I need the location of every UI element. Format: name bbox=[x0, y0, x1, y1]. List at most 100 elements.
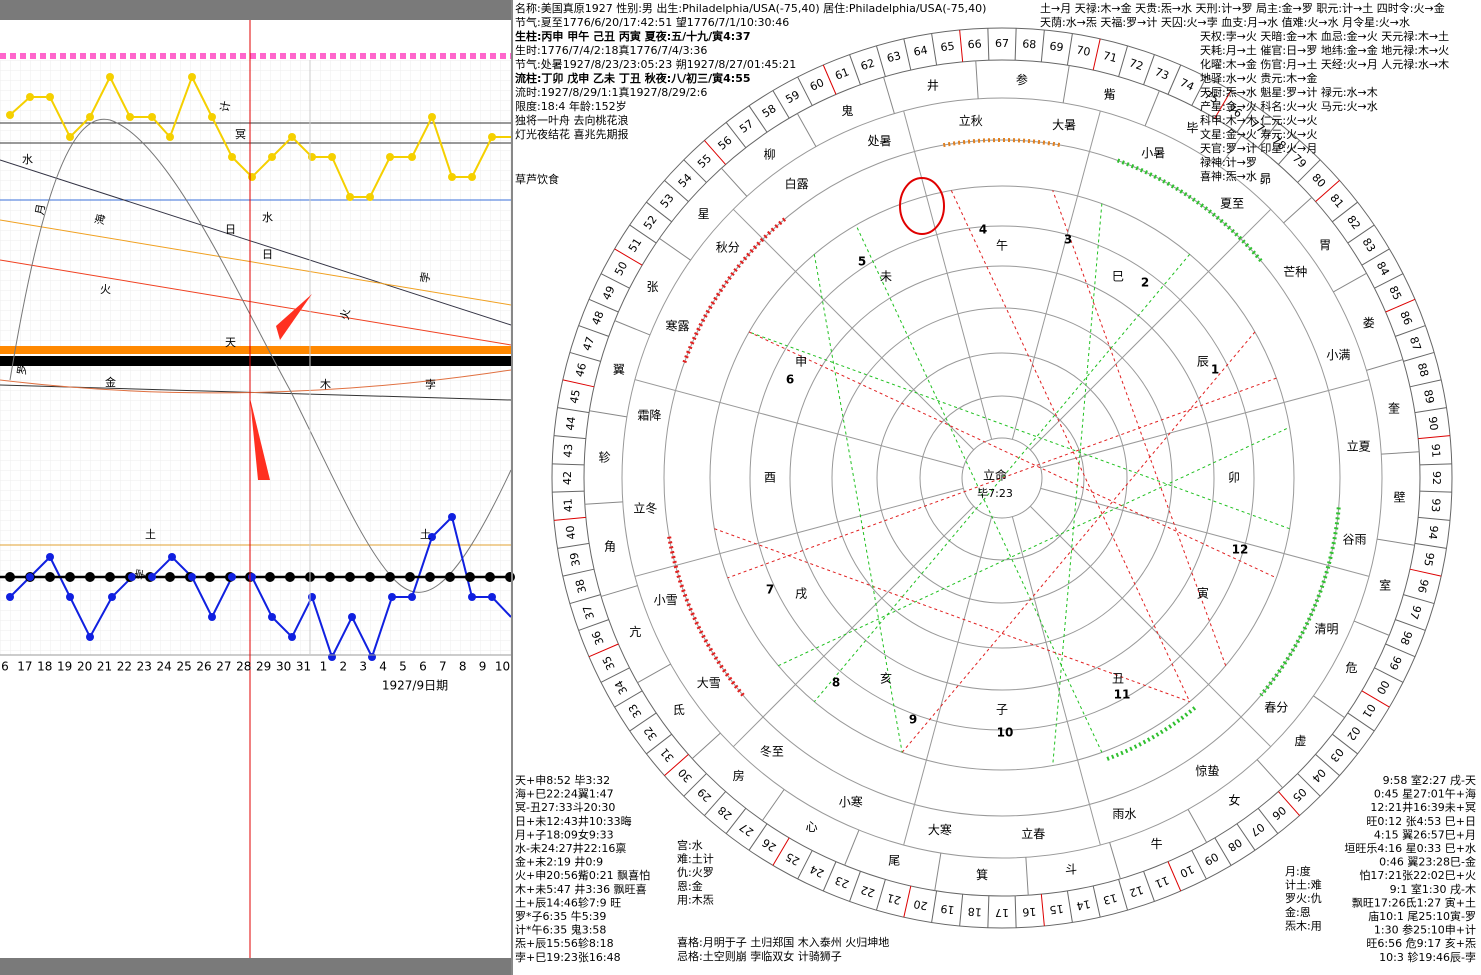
mansion-divider bbox=[637, 663, 671, 684]
ring-number: 12 bbox=[1128, 883, 1145, 900]
house-divider bbox=[903, 110, 993, 440]
planet-glyph: 火 bbox=[100, 283, 111, 296]
ring-tick bbox=[1278, 791, 1300, 816]
ring-tick bbox=[629, 712, 657, 732]
aspect-line bbox=[901, 331, 1256, 753]
yellow-dot bbox=[448, 173, 456, 181]
ring-number: 36 bbox=[589, 629, 606, 647]
header-line: 流柱:丁卯 戊申 乙未 丁丑 秋夜:八/初三/寅4:55 bbox=[515, 71, 751, 85]
header-line: 节气:处暑1927/8/23/23:05:23 朔1927/8/27/01:45… bbox=[515, 57, 796, 71]
planet-row: 4:15 翼26:57巳+月 bbox=[1374, 828, 1476, 841]
ring-tick bbox=[553, 516, 586, 521]
ring-tick bbox=[1118, 879, 1129, 911]
planet-row: 计*午6:35 鬼3:58 bbox=[515, 923, 606, 937]
dot bbox=[465, 572, 475, 582]
x-tick-label: 5 bbox=[399, 660, 407, 674]
top-right-line: 化曜:木→金 伤官:月→土 天经:火→月 人元禄:水→木 bbox=[1200, 57, 1449, 71]
dot bbox=[285, 572, 295, 582]
ring-number: 34 bbox=[612, 678, 630, 697]
yellow-dot bbox=[66, 133, 74, 141]
blue-dot bbox=[288, 633, 296, 641]
ring-tick bbox=[1257, 807, 1279, 834]
ring-number: 14 bbox=[1075, 897, 1091, 912]
ring-tick bbox=[1191, 76, 1207, 106]
ring-number: 08 bbox=[1225, 836, 1244, 854]
role-row: 恩:金 bbox=[677, 879, 703, 893]
ring bbox=[583, 59, 1421, 897]
ring-number: 93 bbox=[1429, 498, 1443, 513]
mansion: 房 bbox=[733, 768, 745, 783]
blue-dot bbox=[208, 613, 216, 621]
planet-row: 0:46 翼23:28巳-金 bbox=[1379, 855, 1476, 869]
planet-row: 庙10:1 尾25:10寅-罗 bbox=[1368, 909, 1476, 923]
ring-number: 73 bbox=[1153, 65, 1171, 82]
ring-number: 03 bbox=[1327, 745, 1346, 764]
ring-tick bbox=[875, 879, 886, 911]
mansion-divider bbox=[1109, 842, 1121, 880]
branch: 巳 bbox=[1112, 270, 1124, 284]
ring-number: 83 bbox=[1360, 236, 1378, 255]
ring-number: 46 bbox=[573, 362, 589, 379]
solar-term: 大雪 bbox=[697, 676, 721, 690]
ring-tick bbox=[1331, 733, 1358, 755]
ring-number: 64 bbox=[912, 43, 928, 58]
x-tick-label: 25 bbox=[176, 660, 191, 674]
ring-tick bbox=[1191, 850, 1207, 880]
ring-number: 61 bbox=[833, 65, 851, 82]
blue-dot bbox=[308, 593, 316, 601]
ring-number: 49 bbox=[600, 284, 618, 302]
mansion: 昴 bbox=[1259, 172, 1271, 186]
house-divider bbox=[1029, 505, 1272, 748]
ring-number: 97 bbox=[1407, 604, 1424, 621]
yellow-dot bbox=[188, 73, 196, 81]
x-tick-label: 20 bbox=[77, 660, 92, 674]
mansion-divider bbox=[1353, 620, 1390, 636]
ring-tick bbox=[1118, 45, 1129, 77]
ring-tick bbox=[1092, 38, 1101, 71]
yellow-dot bbox=[288, 133, 296, 141]
ring-number: 85 bbox=[1386, 284, 1404, 302]
x-tick-label: 30 bbox=[276, 660, 291, 674]
ring-number: 45 bbox=[567, 388, 582, 404]
ring-tick bbox=[664, 754, 689, 776]
poem-line: 灯光夜结花 喜兆先期报 bbox=[515, 127, 629, 141]
ring-tick bbox=[569, 594, 601, 605]
ring-tick bbox=[578, 619, 609, 631]
mansion: 斗 bbox=[1065, 862, 1077, 876]
blue-dot bbox=[368, 653, 376, 661]
ring-tick bbox=[1315, 754, 1340, 776]
planet-glyph: 金 bbox=[105, 375, 116, 389]
ring-tick bbox=[797, 850, 813, 880]
ring-tick bbox=[1374, 273, 1404, 289]
dot bbox=[445, 572, 455, 582]
ring-tick bbox=[987, 895, 990, 928]
yellow-dot bbox=[228, 153, 236, 161]
mansion: 娄 bbox=[1363, 315, 1375, 330]
ring-tick bbox=[1385, 298, 1416, 313]
pattern-row: 喜格:月明于子 土归郑国 木入泰州 火归坤地 bbox=[677, 935, 889, 949]
top-right-line: 喜神:炁→水 bbox=[1200, 169, 1257, 183]
top-right-line: 天荫:水→炁 天福:罗→计 天囚:火→孛 血支:月→水 值难:火→水 月令星:火… bbox=[1040, 15, 1410, 29]
x-tick-label: 19 bbox=[57, 660, 72, 674]
highlight-circle bbox=[899, 177, 945, 235]
house-number: 3 bbox=[1064, 233, 1072, 247]
solar-term: 惊蛰 bbox=[1195, 763, 1219, 778]
house-number: 10 bbox=[997, 726, 1014, 740]
mansion: 张 bbox=[646, 280, 658, 294]
ring-tick bbox=[1066, 33, 1073, 66]
ring-tick bbox=[1347, 712, 1375, 732]
mansion-divider bbox=[1187, 809, 1208, 843]
header-line: 限度:18:4 年龄:152岁 bbox=[515, 99, 627, 113]
ring-tick bbox=[822, 64, 837, 95]
x-tick-label: 29 bbox=[256, 660, 271, 674]
ring-tick bbox=[772, 837, 790, 866]
blue-dot bbox=[448, 513, 456, 521]
ring-number: 20 bbox=[912, 897, 928, 912]
ring-number: 66 bbox=[967, 37, 982, 51]
ring-tick bbox=[629, 224, 657, 244]
ring-number: 99 bbox=[1386, 654, 1404, 672]
house-number: 8 bbox=[832, 676, 840, 690]
house-number: 4 bbox=[979, 223, 987, 237]
x-tick-label: 22 bbox=[117, 660, 132, 674]
ring-tick bbox=[1214, 837, 1232, 866]
